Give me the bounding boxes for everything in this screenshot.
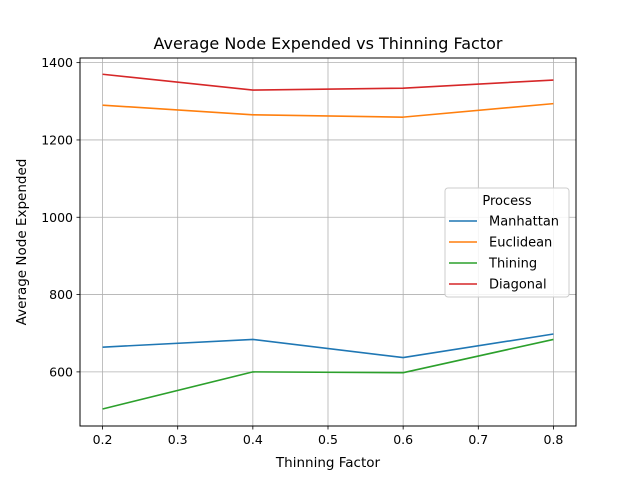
series-line-diagonal (102, 73, 554, 91)
legend-entry-diagonal: Diagonal (489, 278, 547, 293)
x-tick-label: 0.8 (544, 432, 564, 447)
x-axis-label: Thinning Factor (275, 455, 381, 471)
y-axis: 600 800 1000 1200 1400 (41, 55, 80, 379)
series-line-euclidean (102, 102, 554, 118)
x-axis: 0.2 0.3 0.4 0.5 0.6 0.7 0.8 (93, 426, 564, 447)
legend-entry-manhattan: Manhattan (489, 215, 559, 230)
legend-box (444, 187, 570, 298)
y-tick-label: 600 (49, 364, 73, 379)
legend: Process Manhattan Euclidean Thining Diagonal (444, 187, 570, 298)
series-lines (102, 73, 554, 410)
x-tick-label: 0.5 (318, 432, 338, 447)
y-tick-label: 1200 (41, 132, 73, 147)
legend-title: Process (482, 194, 532, 209)
y-tick-label: 800 (49, 287, 73, 302)
x-tick-label: 0.6 (393, 432, 413, 447)
legend-entry-thining: Thining (488, 257, 537, 272)
series-line-thining (102, 338, 554, 410)
y-axis-label: Average Node Expended (14, 159, 30, 326)
x-tick-label: 0.3 (168, 432, 188, 447)
legend-entry-euclidean: Euclidean (489, 236, 552, 251)
y-tick-label: 1400 (41, 55, 73, 70)
x-tick-label: 0.2 (93, 432, 113, 447)
x-tick-label: 0.7 (468, 432, 488, 447)
y-tick-label: 1000 (41, 210, 73, 225)
x-tick-label: 0.4 (243, 432, 263, 447)
series-line-manhattan (102, 333, 554, 359)
chart-title: Average Node Expended vs Thinning Factor (154, 34, 503, 53)
